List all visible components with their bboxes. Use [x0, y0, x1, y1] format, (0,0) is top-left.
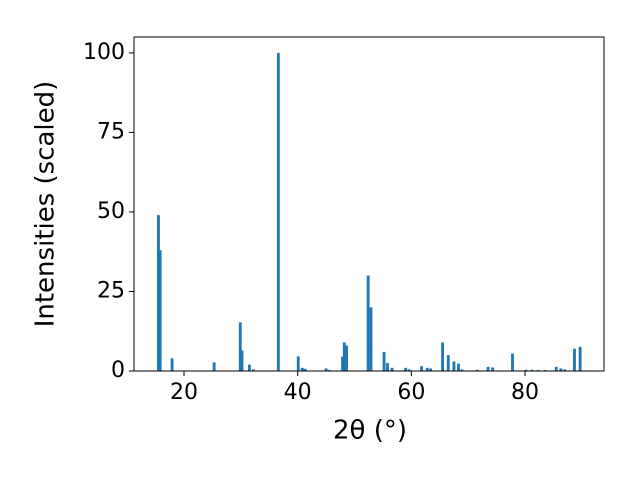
bar — [452, 361, 456, 371]
bar — [247, 364, 251, 371]
bar — [324, 368, 328, 371]
bar — [276, 52, 280, 372]
bar — [157, 215, 160, 371]
bar — [251, 369, 255, 371]
bar — [212, 362, 216, 371]
bar — [429, 368, 433, 371]
bar — [342, 342, 346, 371]
bar — [441, 342, 445, 371]
bar — [420, 366, 423, 371]
bar — [158, 250, 162, 371]
bar — [382, 351, 386, 371]
bar — [303, 368, 307, 371]
x-tick-label: 20 — [170, 380, 198, 405]
y-tick-label: 100 — [83, 40, 125, 65]
bar — [425, 367, 429, 371]
bar — [407, 369, 411, 371]
x-tick-label: 40 — [284, 380, 312, 405]
bar — [369, 307, 373, 371]
bar — [446, 355, 450, 371]
y-tick-label: 0 — [111, 358, 125, 383]
plot-frame — [133, 36, 605, 372]
bar — [386, 363, 389, 371]
y-axis-label: Intensities (scaled) — [31, 81, 61, 328]
bar — [578, 346, 582, 371]
bar — [366, 275, 370, 371]
bar — [491, 367, 495, 371]
bar — [240, 350, 244, 371]
bar — [511, 353, 514, 371]
bar — [524, 369, 528, 371]
x-tick-label: 80 — [511, 380, 539, 405]
bar — [238, 322, 242, 371]
bar — [475, 369, 479, 371]
bar — [404, 367, 408, 371]
bar — [573, 348, 576, 371]
bar — [390, 367, 394, 371]
bar — [296, 356, 300, 371]
y-tick-label: 25 — [97, 278, 125, 303]
bar — [530, 369, 534, 371]
bar — [345, 345, 348, 371]
bar — [563, 369, 567, 371]
bar — [554, 366, 558, 371]
bar — [486, 366, 490, 371]
y-tick-label: 50 — [97, 199, 125, 224]
bar — [460, 369, 464, 371]
y-tick-label: 75 — [97, 119, 125, 144]
bar — [300, 367, 304, 371]
bar — [170, 358, 174, 371]
bar — [341, 356, 344, 371]
bar — [559, 368, 563, 371]
x-tick-label: 60 — [397, 380, 425, 405]
bar — [457, 363, 460, 371]
x-axis-label: 2θ (°) — [333, 416, 407, 446]
